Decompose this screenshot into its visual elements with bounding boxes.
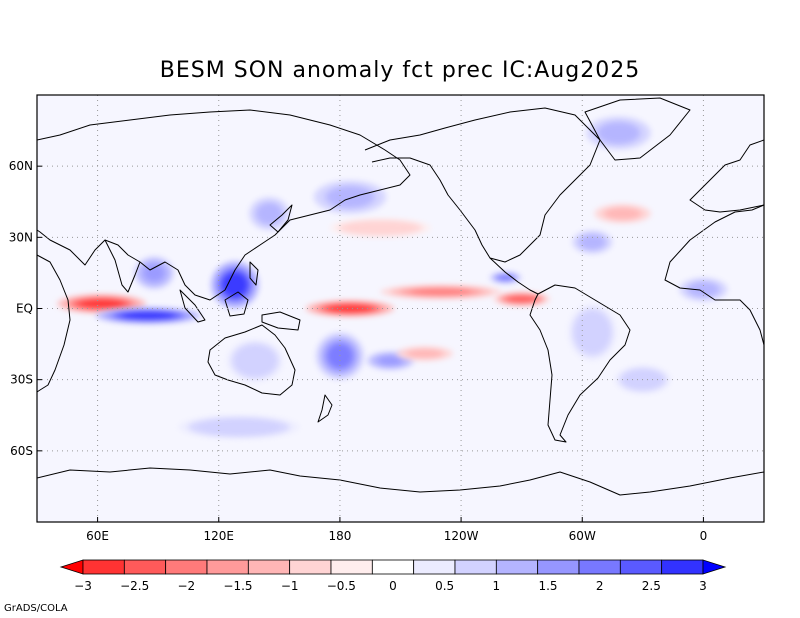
colorbar-tick-label: −1.5 <box>223 579 252 593</box>
colorbar-box <box>578 559 621 575</box>
coastline-africa-west <box>664 204 764 346</box>
colorbar-box <box>165 559 208 575</box>
colorbar-box <box>619 559 663 575</box>
lon-tick-label: 180 <box>328 529 351 543</box>
coastline-greenland <box>584 97 691 161</box>
anomaly-south-pacific-dry <box>396 346 454 361</box>
colorbar-box <box>206 559 249 575</box>
colorbar-box <box>330 559 373 575</box>
lon-tick-label: 120W <box>444 529 479 543</box>
coastline-australia <box>207 324 296 396</box>
anomaly-east-pacific-dry <box>493 291 550 307</box>
colorbar-tick-label: −0.5 <box>327 579 356 593</box>
colorbar-tick-label: 2.5 <box>642 579 661 593</box>
colorbar-box <box>247 559 291 575</box>
colorbar-box <box>661 559 704 575</box>
coastline-india <box>104 239 141 293</box>
anomaly-west-africa-wet <box>679 277 728 302</box>
latitude-labels: 60N 30N EQ 30S 60S <box>9 159 42 458</box>
coastline-africa <box>37 254 71 393</box>
colorbar-arrow-left <box>59 559 84 575</box>
colorbar-tick-label: 2 <box>596 579 604 593</box>
lat-tick-label: 60S <box>10 444 33 458</box>
credit-label: GrADS/COLA <box>4 603 68 614</box>
coastline-south-america <box>529 284 631 443</box>
anomaly-indian-ocean-dry-band <box>57 294 147 314</box>
longitude-labels: 60E 120E 180 120W 60W 0 <box>86 517 707 543</box>
colorbar-box <box>82 559 125 575</box>
coastline-borneo <box>224 291 249 317</box>
colorbar-labels: −3 −2.5 −2 −1.5 −1 −0.5 0 0.5 1 1.5 2 2.5 3 <box>74 579 707 593</box>
anomaly-field <box>57 116 728 439</box>
lat-tick-label: EQ <box>16 302 33 316</box>
anomaly-north-atlantic-dry <box>594 204 651 224</box>
colorbar <box>59 559 727 575</box>
anomaly-south-america-wet <box>568 303 617 361</box>
coastline-antarctica <box>37 467 764 496</box>
coastline-central-america <box>489 257 539 295</box>
coastlines <box>37 97 764 496</box>
graticule <box>37 95 764 522</box>
coastline-north-america <box>364 107 601 263</box>
colorbar-tick-label: −1 <box>281 579 299 593</box>
lat-tick-label: 30S <box>10 373 33 387</box>
lat-tick-label: 30N <box>9 230 33 244</box>
coastline-new-guinea <box>261 311 301 331</box>
anomaly-maritime-continent-wet <box>210 261 260 309</box>
anomaly-east-pacific-wet <box>489 271 522 284</box>
coastline-eurasia <box>37 109 411 301</box>
lon-tick-label: 60W <box>569 529 596 543</box>
anomaly-indian-ocean-wet-band <box>95 307 201 324</box>
colorbar-tick-label: −2.5 <box>120 579 149 593</box>
colorbar-box <box>123 559 167 575</box>
anomaly-australia-wet <box>226 339 284 383</box>
lon-tick-label: 0 <box>700 529 708 543</box>
coastline-new-zealand <box>317 394 333 423</box>
colorbar-box <box>413 559 456 575</box>
anomaly-north-pacific-wet <box>313 180 387 214</box>
colorbar-box <box>289 559 332 575</box>
coastline-japan <box>269 204 293 233</box>
colorbar-tick-label: −2 <box>177 579 195 593</box>
colorbar-tick-label: 1 <box>493 579 501 593</box>
anomaly-west-pacific-dry-tongue <box>305 300 395 317</box>
coastline-europe <box>689 139 764 213</box>
colorbar-box <box>371 559 415 575</box>
map-title: BESM SON anomaly fct prec IC:Aug2025 <box>159 58 641 83</box>
lon-tick-label: 60E <box>86 529 109 543</box>
coastline-philippines <box>249 261 259 286</box>
colorbar-box <box>454 559 497 575</box>
lat-tick-label: 60N <box>9 159 33 173</box>
anomaly-north-atlantic-wet <box>572 230 613 254</box>
anomaly-north-pacific-dry <box>329 218 431 238</box>
anomaly-greenland-wet <box>586 116 651 150</box>
colorbar-tick-label: 1.5 <box>538 579 557 593</box>
anomaly-central-pacific-dry-itcz <box>380 284 502 300</box>
anomaly-southern-ocean-wet <box>178 415 300 439</box>
anomaly-japan-wet <box>249 197 290 231</box>
colorbar-tick-label: 0 <box>389 579 397 593</box>
colorbar-tick-label: 3 <box>699 579 707 593</box>
colorbar-arrow-right <box>702 559 727 575</box>
colorbar-tick-label: −3 <box>74 579 92 593</box>
colorbar-box <box>495 559 539 575</box>
lon-tick-label: 120E <box>204 529 235 543</box>
anomaly-bay-of-bengal-wet <box>133 256 175 290</box>
colorbar-tick-label: 0.5 <box>435 579 454 593</box>
coastline-sumatra <box>179 289 206 323</box>
colorbar-box <box>537 559 580 575</box>
